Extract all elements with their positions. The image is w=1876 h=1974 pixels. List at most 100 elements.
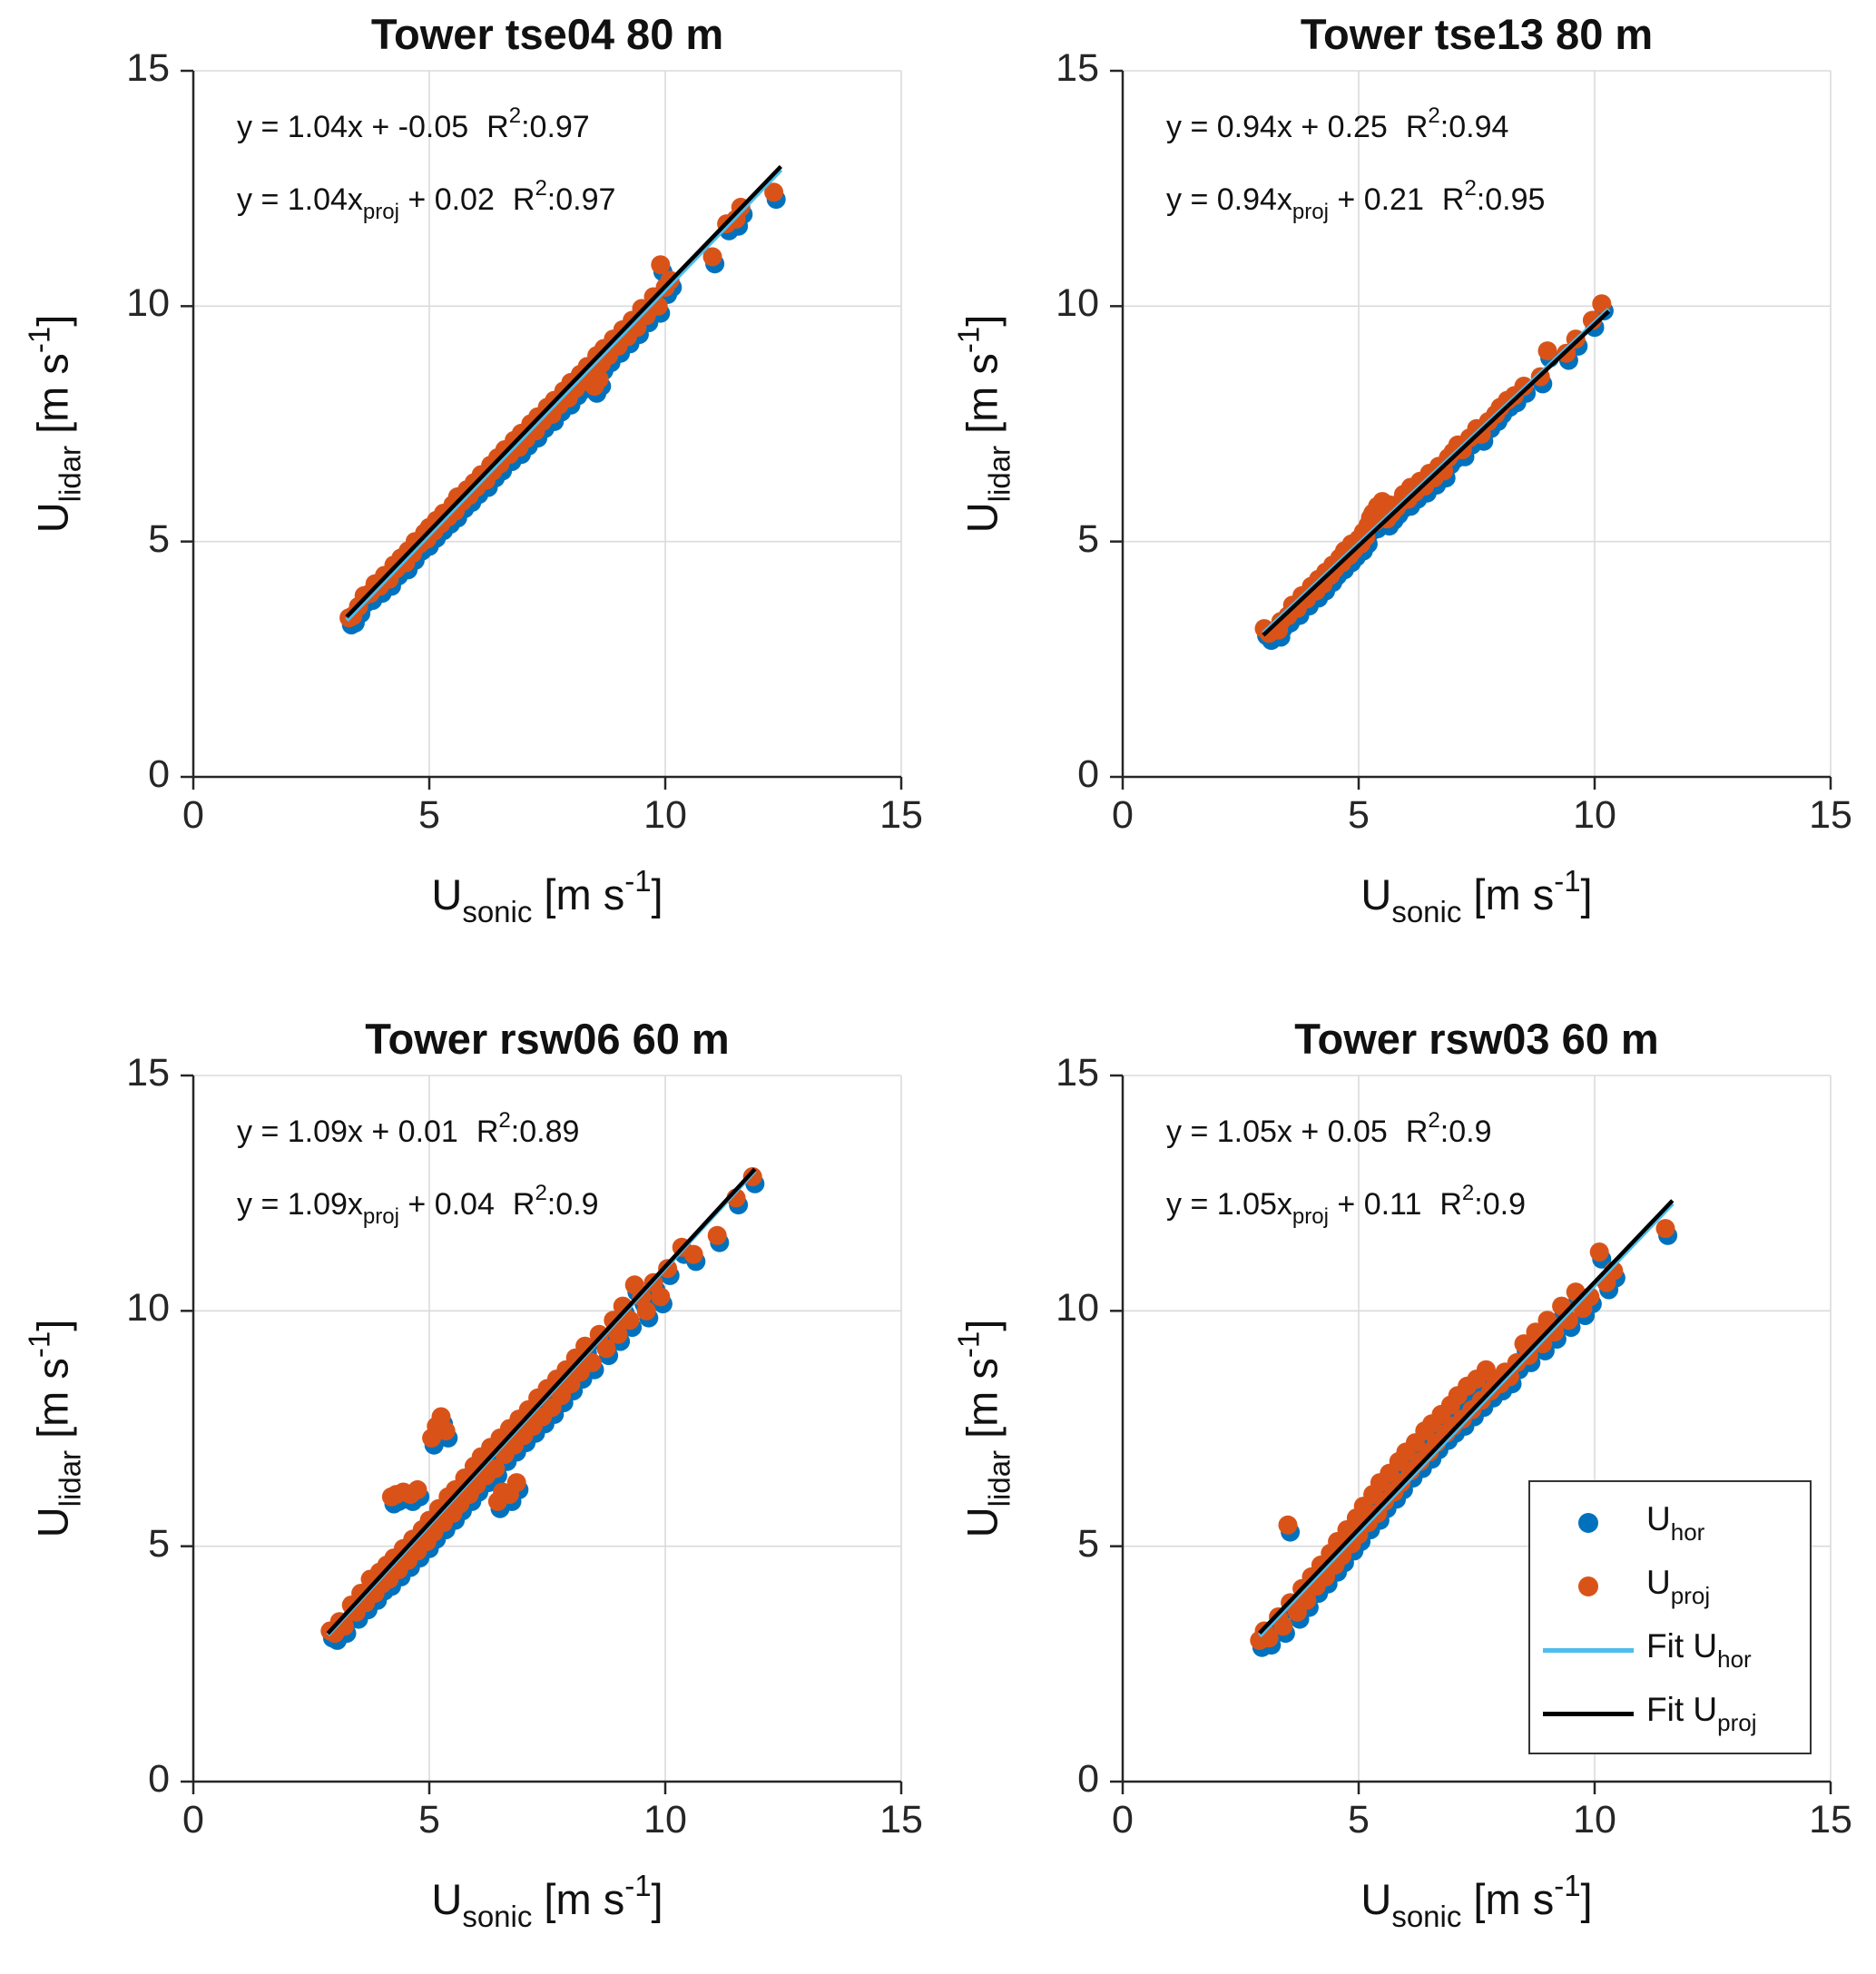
scatter-point-u_proj [589, 1324, 609, 1344]
y-tick-label: 10 [126, 281, 170, 326]
x-axis-label: Usonic [m s-1] [1360, 864, 1593, 928]
plot-title: Tower rsw06 60 m [365, 1015, 730, 1063]
y-tick-label: 5 [1077, 516, 1099, 561]
scatter-point-u_proj [1655, 1219, 1675, 1239]
scatter-point-u_proj [608, 1324, 628, 1344]
y-axis-label-text: Ulidar [m s-1] [22, 314, 87, 534]
x-tick-label: 0 [182, 793, 204, 837]
y-axis-label: Ulidar [m s-1] [22, 1075, 86, 1782]
fit-equation-hor: y = 1.05x + 0.05 R2:0.9 [1166, 1108, 1492, 1149]
x-tick-label: 5 [418, 793, 440, 837]
y-tick-label: 0 [148, 1757, 170, 1801]
y-tick-label: 5 [148, 516, 170, 561]
x-axis-label: Usonic [m s-1] [1360, 1869, 1593, 1933]
scatter-point-u_proj [707, 1225, 727, 1245]
fit-equation-proj: y = 1.05xproj + 0.11 R2:0.9 [1166, 1181, 1526, 1229]
fit-equation-proj: y = 0.94xproj + 0.21 R2:0.95 [1166, 176, 1546, 224]
y-tick-label: 10 [1056, 1286, 1099, 1331]
y-tick-label: 5 [148, 1521, 170, 1566]
scatter-point-u_proj [1297, 1590, 1317, 1610]
y-tick-label: 10 [1056, 281, 1099, 326]
plot-title: Tower rsw03 60 m [1294, 1015, 1659, 1063]
x-tick-label: 15 [879, 793, 923, 837]
legend-marker [1530, 1576, 1646, 1596]
y-tick-label: 0 [1077, 752, 1099, 796]
scatter-point-u_proj [408, 1479, 427, 1499]
y-tick-label: 15 [1056, 46, 1099, 90]
scatter-point-u_proj [1589, 1242, 1609, 1262]
fit-equation-hor: y = 1.09x + 0.01 R2:0.89 [237, 1108, 580, 1149]
fit-proj-line-icon [1543, 1711, 1634, 1716]
fit-line-fit-u_proj [345, 164, 783, 619]
legend-marker [1530, 1711, 1646, 1716]
y-axis-label: Ulidar [m s-1] [951, 71, 1016, 777]
legend-item-fit-u-hor: Fit Uhor [1530, 1618, 1810, 1682]
scatter-point-u_proj [636, 1301, 656, 1321]
fit-equation-proj: y = 1.04xproj + 0.02 R2:0.97 [237, 176, 616, 224]
y-tick-label: 15 [126, 1051, 170, 1095]
legend-marker [1530, 1647, 1646, 1653]
x-tick-label: 5 [1348, 1798, 1370, 1841]
legend: Uhor Uproj Fit Uhor Fit Uproj [1528, 1480, 1812, 1754]
x-tick-label: 10 [1573, 1798, 1616, 1841]
y-tick-label: 15 [126, 46, 170, 90]
scatter-point-u_proj [1278, 1515, 1298, 1535]
legend-item-fit-u-proj: Fit Uproj [1530, 1682, 1810, 1745]
x-tick-label: 5 [1348, 793, 1370, 837]
plot-area: y = 1.04x + -0.05 R2:0.97 y = 1.04xproj +… [126, 46, 923, 837]
scatter-point-u_proj [764, 182, 784, 202]
x-tick-label: 10 [643, 1798, 687, 1841]
scatter-canvas [1110, 1074, 1832, 1794]
scatter-point-u_proj [1537, 341, 1557, 361]
scatter-point-u_proj [589, 369, 609, 389]
fit-equation-proj: y = 1.09xproj + 0.04 R2:0.9 [237, 1181, 599, 1229]
x-tick-label: 0 [1112, 793, 1134, 837]
fit-line-fit-u_hor [345, 168, 783, 623]
legend-label: Uhor [1646, 1499, 1705, 1546]
legend-label: Fit Uproj [1646, 1690, 1757, 1736]
legend-item-u-hor: Uhor [1530, 1491, 1810, 1555]
y-axis-label: Ulidar [m s-1] [22, 71, 86, 777]
legend-marker [1530, 1513, 1646, 1533]
scatter-point-u_proj [651, 255, 671, 275]
y-tick-label: 10 [126, 1286, 170, 1331]
legend-label: Fit Uhor [1646, 1626, 1752, 1673]
scatter-point-u_proj [486, 1458, 506, 1478]
x-axis-label: Usonic [m s-1] [431, 864, 663, 928]
plot-area: y = 1.05x + 0.05 R2:0.9 y = 1.05xproj + 0… [1056, 1051, 1852, 1841]
scatter-canvas [181, 69, 903, 790]
x-axis-label: Usonic [m s-1] [431, 1869, 663, 1933]
scatter-point-u_proj [436, 1421, 456, 1441]
scatter-point-u_proj [651, 1287, 671, 1307]
plot-area: y = 1.09x + 0.01 R2:0.89 y = 1.09xproj + … [126, 1051, 923, 1841]
legend-item-u-proj: Uproj [1530, 1555, 1810, 1618]
fit-equation-hor: y = 1.04x + -0.05 R2:0.97 [237, 103, 590, 144]
x-tick-label: 0 [1112, 1798, 1134, 1841]
x-tick-label: 15 [1809, 793, 1852, 837]
scatter-point-u_proj [683, 1244, 703, 1264]
plot-title: Tower tse04 80 m [370, 10, 724, 58]
scatter-point-u_proj [702, 247, 722, 267]
x-tick-label: 15 [1809, 1798, 1852, 1841]
y-axis-label-text: Ulidar [m s-1] [951, 1319, 1017, 1538]
plot-area: y = 0.94x + 0.25 R2:0.94 y = 0.94xproj + … [1056, 46, 1852, 837]
scatter-point-u_proj [620, 1311, 640, 1331]
x-tick-label: 5 [418, 1798, 440, 1841]
scatter-point-u_proj [582, 1352, 602, 1372]
y-tick-label: 15 [1056, 1051, 1099, 1095]
y-axis-label: Ulidar [m s-1] [951, 1075, 1016, 1782]
y-tick-label: 0 [1077, 1757, 1099, 1801]
scatter-canvas [181, 1074, 903, 1794]
fit-equation-hor: y = 0.94x + 0.25 R2:0.94 [1166, 103, 1509, 144]
fit-line-fit-u_proj [326, 1167, 757, 1635]
scatter-canvas [1110, 69, 1832, 790]
fit-hor-line-icon [1543, 1647, 1634, 1653]
u-hor-dot-icon [1578, 1513, 1598, 1533]
plot-title: Tower tse13 80 m [1300, 10, 1654, 58]
y-tick-label: 5 [1077, 1521, 1099, 1566]
x-tick-label: 10 [643, 793, 687, 837]
legend-label: Uproj [1646, 1563, 1711, 1609]
fit-line-fit-u_proj [1258, 1199, 1675, 1635]
y-tick-label: 0 [148, 752, 170, 796]
